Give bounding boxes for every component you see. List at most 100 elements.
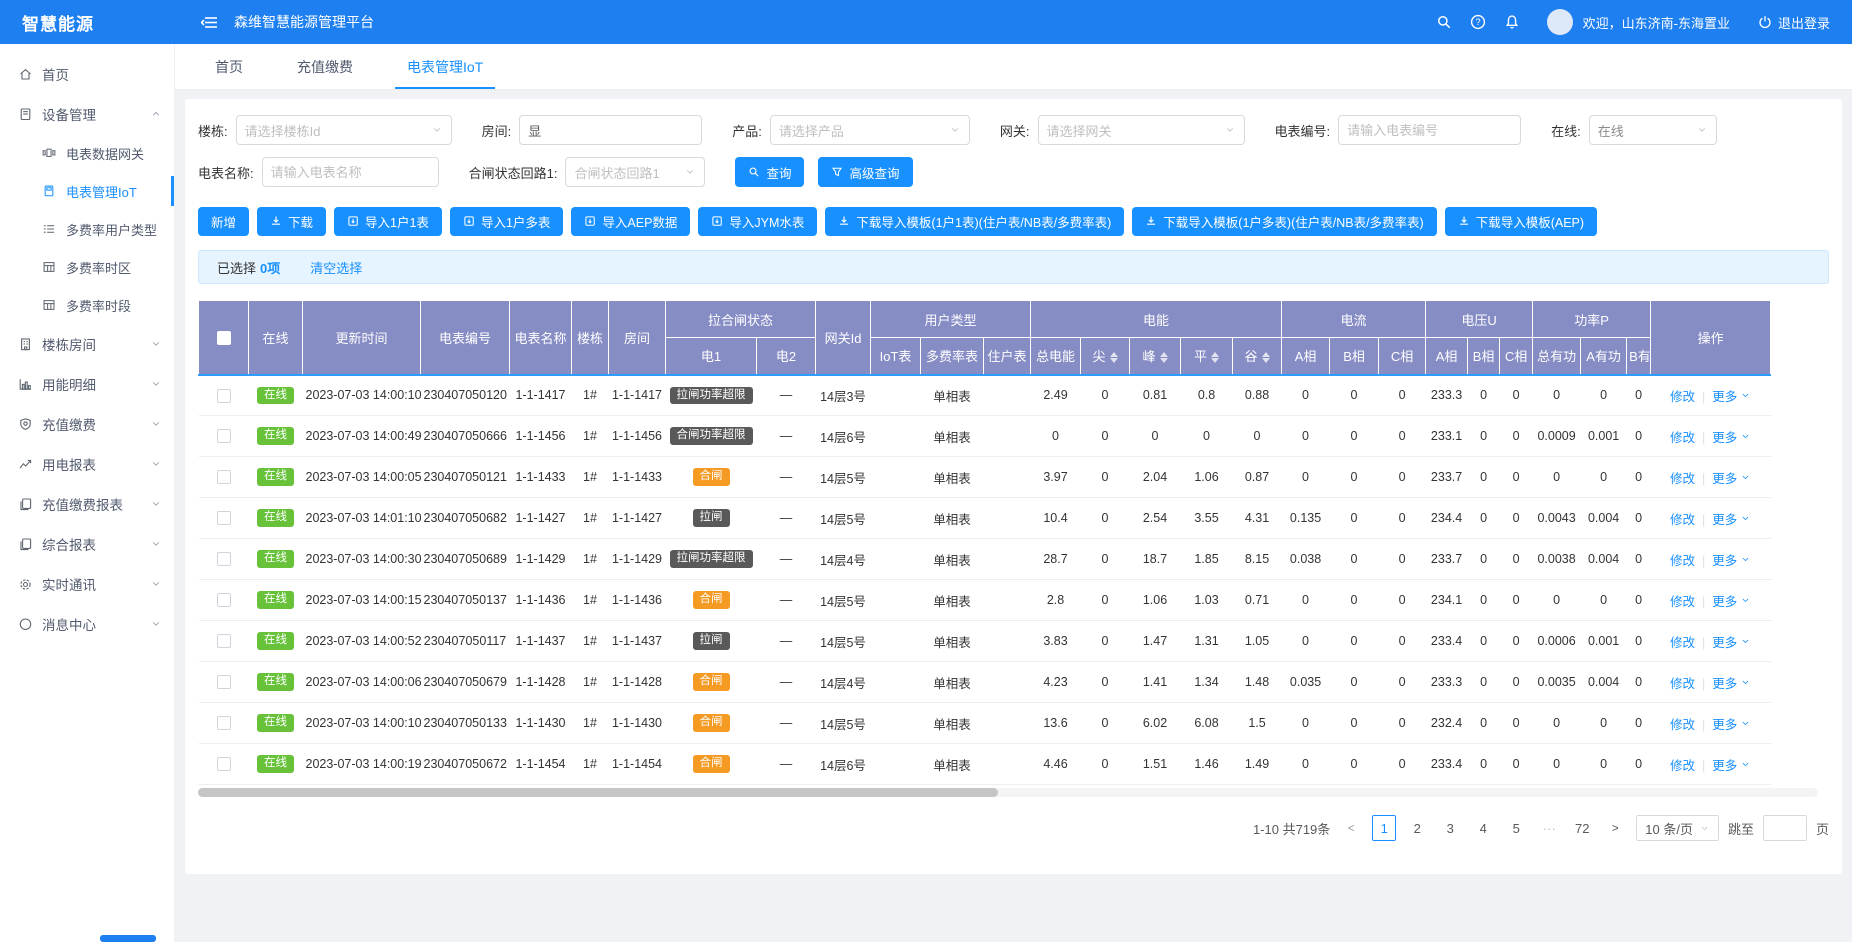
action-button-下载导入模板-aep-[interactable]: 下载导入模板(AEP) — [1445, 207, 1597, 236]
horizontal-scrollbar-thumb[interactable] — [198, 788, 998, 797]
more-link[interactable]: 更多 — [1712, 513, 1751, 527]
pagination-page-5[interactable]: 5 — [1504, 815, 1528, 841]
more-link[interactable]: 更多 — [1712, 595, 1751, 609]
pagination-page-2[interactable]: 2 — [1405, 815, 1429, 841]
column-header-谷[interactable]: 谷 — [1233, 338, 1282, 375]
sidebar-item-综合报表[interactable]: 综合报表 — [0, 524, 174, 564]
filter-select[interactable]: 在线 — [1589, 115, 1717, 145]
jump-to-page-input[interactable] — [1763, 815, 1807, 841]
pagination-next-button[interactable]: > — [1603, 815, 1627, 841]
pagination-page-1[interactable]: 1 — [1372, 815, 1396, 841]
action-button-下载导入模板-1户1表-住户表-nb表-多费率表-[interactable]: 下载导入模板(1户1表)(住户表/NB表/多费率表) — [825, 207, 1124, 236]
more-link[interactable]: 更多 — [1712, 472, 1751, 486]
sidebar-item-多费率时段[interactable]: 多费率时段 — [0, 286, 174, 324]
filter-text-input[interactable] — [528, 123, 693, 138]
row-checkbox[interactable] — [217, 634, 231, 648]
edit-link[interactable]: 修改 — [1670, 513, 1695, 527]
action-button-导入aep数据[interactable]: 导入AEP数据 — [571, 207, 690, 236]
row-checkbox[interactable] — [217, 593, 231, 607]
pagination-prev-button[interactable]: < — [1339, 815, 1363, 841]
filter-input[interactable] — [1338, 115, 1521, 145]
sidebar-item-充值缴费[interactable]: 充值缴费 — [0, 404, 174, 444]
edit-link[interactable]: 修改 — [1670, 759, 1695, 773]
action-button-导入1户多表[interactable]: 导入1户多表 — [450, 207, 563, 236]
sidebar-item-消息中心[interactable]: 消息中心 — [0, 604, 174, 644]
filter-text-input[interactable] — [1347, 123, 1512, 138]
filter-input[interactable] — [519, 115, 702, 145]
sidebar-item-多费率用户类型[interactable]: 多费率用户类型 — [0, 210, 174, 248]
action-button-下载导入模板-1户多表-住户表-nb表-多费率表-[interactable]: 下载导入模板(1户多表)(住户表/NB表/多费率表) — [1132, 207, 1436, 236]
sort-carets-icon[interactable] — [1160, 352, 1168, 363]
filter-select[interactable]: 请选择楼栋Id — [236, 115, 452, 145]
pagination-page-3[interactable]: 3 — [1438, 815, 1462, 841]
select-all-checkbox[interactable] — [217, 331, 231, 345]
sidebar-item-设备管理[interactable]: 设备管理 — [0, 94, 174, 134]
edit-link[interactable]: 修改 — [1670, 718, 1695, 732]
sort-carets-icon[interactable] — [1211, 352, 1219, 363]
more-link[interactable]: 更多 — [1712, 636, 1751, 650]
row-checkbox[interactable] — [217, 429, 231, 443]
column-header-平[interactable]: 平 — [1181, 338, 1233, 375]
filter-input[interactable] — [262, 157, 439, 187]
filter-text-input[interactable] — [271, 165, 430, 180]
search-button[interactable]: 查询 — [735, 157, 804, 187]
sidebar-item-用电报表[interactable]: 用电报表 — [0, 444, 174, 484]
action-button-导入1户1表[interactable]: 导入1户1表 — [334, 207, 442, 236]
sidebar-item-楼栋房间[interactable]: 楼栋房间 — [0, 324, 174, 364]
row-checkbox[interactable] — [217, 470, 231, 484]
more-link[interactable]: 更多 — [1712, 431, 1751, 445]
edit-link[interactable]: 修改 — [1670, 472, 1695, 486]
sidebar-item-电表数据网关[interactable]: 电表数据网关 — [0, 134, 174, 172]
column-header-峰[interactable]: 峰 — [1130, 338, 1181, 375]
row-checkbox[interactable] — [217, 552, 231, 566]
column-header-尖[interactable]: 尖 — [1081, 338, 1130, 375]
help-icon[interactable]: ? — [1461, 14, 1495, 30]
filter-select[interactable]: 合闸状态回路1 — [565, 157, 705, 187]
sidebar-scrollbar[interactable] — [100, 935, 156, 942]
sidebar-item-多费率时区[interactable]: 多费率时区 — [0, 248, 174, 286]
action-button-新增[interactable]: 新增 — [198, 207, 249, 236]
row-checkbox[interactable] — [217, 757, 231, 771]
action-button-导入jym水表[interactable]: 导入JYM水表 — [698, 207, 817, 236]
clear-selection-link[interactable]: 清空选择 — [310, 258, 362, 277]
filter-select[interactable]: 请选择网关 — [1038, 115, 1245, 145]
notification-bell-icon[interactable] — [1495, 14, 1529, 30]
edit-link[interactable]: 修改 — [1670, 636, 1695, 650]
tab-电表管理iot[interactable]: 电表管理IoT — [389, 44, 501, 89]
sidebar-item-电表管理iot[interactable]: 电表管理IoT — [0, 172, 174, 210]
sort-carets-icon[interactable] — [1262, 352, 1270, 363]
select-all-header-cell[interactable] — [199, 301, 249, 375]
advanced-search-button[interactable]: 高级查询 — [818, 157, 912, 187]
edit-link[interactable]: 修改 — [1670, 390, 1695, 404]
page-size-select[interactable]: 10 条/页 — [1636, 815, 1719, 841]
edit-link[interactable]: 修改 — [1670, 677, 1695, 691]
edit-link[interactable]: 修改 — [1670, 431, 1695, 445]
more-link[interactable]: 更多 — [1712, 677, 1751, 691]
filter-select[interactable]: 请选择产品 — [770, 115, 970, 145]
menu-fold-icon[interactable] — [201, 15, 218, 30]
more-link[interactable]: 更多 — [1712, 718, 1751, 732]
more-link[interactable]: 更多 — [1712, 390, 1751, 404]
sort-carets-icon[interactable] — [1110, 352, 1118, 363]
edit-link[interactable]: 修改 — [1670, 595, 1695, 609]
row-checkbox[interactable] — [217, 675, 231, 689]
row-checkbox[interactable] — [217, 511, 231, 525]
sidebar-item-用能明细[interactable]: 用能明细 — [0, 364, 174, 404]
row-checkbox[interactable] — [217, 389, 231, 403]
tab-充值缴费[interactable]: 充值缴费 — [279, 44, 371, 89]
pagination-page-4[interactable]: 4 — [1471, 815, 1495, 841]
logout-button[interactable]: 退出登录 — [1758, 13, 1830, 32]
sidebar-item-充值缴费报表[interactable]: 充值缴费报表 — [0, 484, 174, 524]
horizontal-scrollbar-track[interactable] — [198, 788, 1818, 797]
user-avatar[interactable] — [1547, 9, 1573, 35]
sidebar-item-首页[interactable]: 首页 — [0, 54, 174, 94]
search-icon[interactable] — [1427, 14, 1461, 30]
action-button-下载[interactable]: 下载 — [257, 207, 326, 236]
sidebar-item-实时通讯[interactable]: 实时通讯 — [0, 564, 174, 604]
row-checkbox[interactable] — [217, 716, 231, 730]
more-link[interactable]: 更多 — [1712, 554, 1751, 568]
edit-link[interactable]: 修改 — [1670, 554, 1695, 568]
more-link[interactable]: 更多 — [1712, 759, 1751, 773]
pagination-page-72[interactable]: 72 — [1570, 815, 1594, 841]
tab-首页[interactable]: 首页 — [197, 44, 261, 89]
